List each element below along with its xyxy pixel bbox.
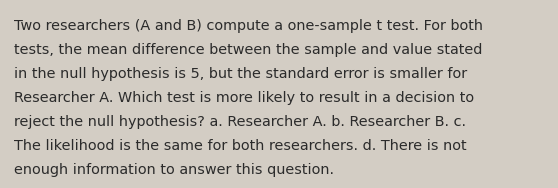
Text: Two researchers (A and B) compute a one-sample t test. For both: Two researchers (A and B) compute a one-…	[14, 19, 483, 33]
Text: enough information to answer this question.: enough information to answer this questi…	[14, 163, 334, 177]
Text: tests, the mean difference between the sample and value stated: tests, the mean difference between the s…	[14, 43, 482, 57]
Text: The likelihood is the same for both researchers. d. There is not: The likelihood is the same for both rese…	[14, 139, 466, 153]
Text: Researcher A. Which test is more likely to result in a decision to: Researcher A. Which test is more likely …	[14, 91, 474, 105]
Text: in the null hypothesis is 5, but the standard error is smaller for: in the null hypothesis is 5, but the sta…	[14, 67, 467, 81]
Text: reject the null hypothesis? a. Researcher A. b. Researcher B. c.: reject the null hypothesis? a. Researche…	[14, 115, 466, 129]
